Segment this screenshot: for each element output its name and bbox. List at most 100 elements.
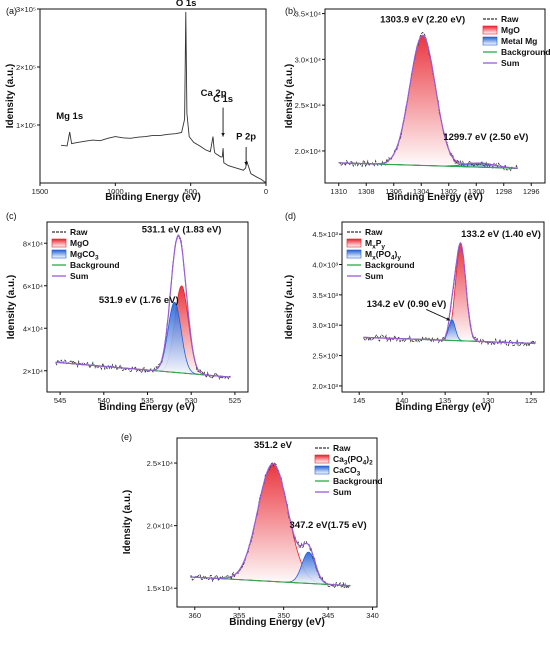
annotation-label: 351.2 eV <box>254 440 293 451</box>
annotation-label: 1299.7 eV (2.50 eV) <box>443 132 528 143</box>
legend-swatch <box>482 25 498 35</box>
annotation-arrow-head <box>221 132 225 137</box>
chart-panel-4: (e) Binding Energy (eV) Idensity (a.u.) 360… <box>121 432 383 628</box>
y-tick-label: 3.5×10³ <box>312 291 338 300</box>
x-tick-label: 540 <box>98 396 111 405</box>
y-tick-label: 1.5×10⁴ <box>147 584 173 593</box>
legend-entry: Metal Mg <box>501 36 537 46</box>
panel-label: (e) <box>121 432 132 442</box>
plot-frame <box>324 8 546 184</box>
x-axis-label: Binding Energy (eV) <box>105 192 201 203</box>
x-axis-label: Binding Energy (eV) <box>229 617 325 628</box>
legend-entry: Sum <box>70 271 89 281</box>
x-tick-label: 145 <box>353 396 366 405</box>
y-tick-label: 4.0×10³ <box>312 261 338 270</box>
x-tick-label: 350 <box>277 611 290 620</box>
legend-entry: Mx​Py​ <box>365 238 385 251</box>
legend-entry: Raw <box>333 443 351 453</box>
x-tick-label: 140 <box>396 396 409 405</box>
x-tick-label: 125 <box>525 396 538 405</box>
y-tick-label: 1×10⁵ <box>16 121 36 130</box>
peak-component-0 <box>338 34 518 169</box>
series-raw-line <box>61 11 266 183</box>
panel-label: (a) <box>6 6 17 16</box>
y-tick-label: 2.5×10⁴ <box>295 101 321 110</box>
annotation-label: C 1s <box>213 94 233 105</box>
panel-label: (b) <box>285 6 296 16</box>
panel-label: (d) <box>285 211 296 221</box>
series-sum-line <box>190 463 351 587</box>
y-tick-label: 2.0×10³ <box>312 382 338 391</box>
legend-swatch <box>314 454 330 464</box>
plot-frame <box>39 8 267 184</box>
x-tick-label: 1306 <box>385 187 402 196</box>
chart-panel-2: (c) Binding Energy (eV) Idensity (a.u.) 545… <box>6 211 249 413</box>
chart-panel-3: (d) Binding Energy (eV) Idensity (a.u.) 145… <box>284 211 545 413</box>
legend-entry: Sum <box>501 58 520 68</box>
legend-entry: CaCO3​ <box>333 465 361 478</box>
x-tick-label: 535 <box>141 396 154 405</box>
legend-entry: Mx​(PO4​)y​ <box>365 249 401 262</box>
x-tick-label: 1298 <box>495 187 512 196</box>
y-tick-label: 2.5×10³ <box>312 352 338 361</box>
x-tick-label: 1300 <box>468 187 485 196</box>
legend-entry: Raw <box>70 227 88 237</box>
x-tick-label: 530 <box>185 396 198 405</box>
x-axis-label: Binding Energy (eV) <box>387 192 483 203</box>
x-tick-label: 1296 <box>523 187 540 196</box>
y-tick-label: 2×10⁵ <box>16 63 36 72</box>
legend-entry: Ca3​(PO4​)2​ <box>333 454 373 467</box>
y-tick-label: 2×10⁴ <box>23 367 43 376</box>
legend-swatch <box>314 465 330 475</box>
annotation-label: Ca 2p <box>201 88 227 99</box>
y-axis-label: Idensity (a.u.) <box>122 490 133 554</box>
y-tick-label: 2.5×10⁴ <box>147 459 173 468</box>
legend-swatch <box>482 36 498 46</box>
y-tick-label: 8×10⁴ <box>23 239 43 248</box>
x-tick-label: 340 <box>366 611 379 620</box>
plot-frame <box>176 437 378 608</box>
x-axis-label: Binding Energy (eV) <box>395 402 491 413</box>
y-tick-label: 3.0×10⁴ <box>295 55 321 64</box>
annotation-label: P 2p <box>236 132 256 143</box>
annotation-label: 347.2 eV(1.75 eV) <box>290 520 367 531</box>
annotation-label: 133.2 eV (1.40 eV) <box>461 229 541 240</box>
x-tick-label: 1500 <box>32 187 49 196</box>
y-tick-label: 3.5×10⁴ <box>295 10 321 19</box>
legend-entry: MgCO3​ <box>70 249 99 262</box>
plot-frame <box>341 221 545 393</box>
x-tick-label: 345 <box>322 611 335 620</box>
x-tick-label: 1304 <box>413 187 430 196</box>
x-tick-label: 360 <box>189 611 202 620</box>
y-tick-label: 3.0×10³ <box>312 321 338 330</box>
legend-swatch <box>346 238 362 248</box>
x-tick-label: 355 <box>233 611 246 620</box>
x-tick-label: 135 <box>439 396 452 405</box>
y-axis-label: Idensity (a.u.) <box>6 275 17 339</box>
legend-entry: Raw <box>501 14 519 24</box>
annotation-arrow-head <box>244 161 248 166</box>
legend-entry: Sum <box>333 487 352 497</box>
annotation-label: 134.2 eV (0.90 eV) <box>367 299 447 310</box>
annotation-arrow-line <box>426 309 451 321</box>
y-axis-label: Idensity (a.u.) <box>284 275 295 339</box>
legend-swatch <box>51 238 67 248</box>
legend-entry: MgO <box>501 25 520 35</box>
legend-entry: Background <box>501 47 550 57</box>
y-tick-label: 6×10⁴ <box>23 282 43 291</box>
x-tick-label: 500 <box>184 187 197 196</box>
legend-entry: MgO <box>70 238 89 248</box>
series-sum-line <box>338 34 518 169</box>
peak-component-1 <box>55 301 231 378</box>
y-axis-label: Idensity (a.u.) <box>284 64 295 128</box>
y-tick-label: 4.5×10³ <box>312 230 338 239</box>
annotation-label: O 1s <box>176 0 197 9</box>
x-tick-label: 130 <box>482 396 495 405</box>
x-tick-label: 0 <box>264 187 268 196</box>
y-tick-label: 3×10⁵ <box>16 5 36 14</box>
x-tick-label: 1302 <box>440 187 457 196</box>
series-sum-line <box>363 241 536 344</box>
legend-entry: Sum <box>365 271 384 281</box>
x-axis-label: Binding Energy (eV) <box>99 402 195 413</box>
annotation-label: Mg 1s <box>56 111 83 122</box>
